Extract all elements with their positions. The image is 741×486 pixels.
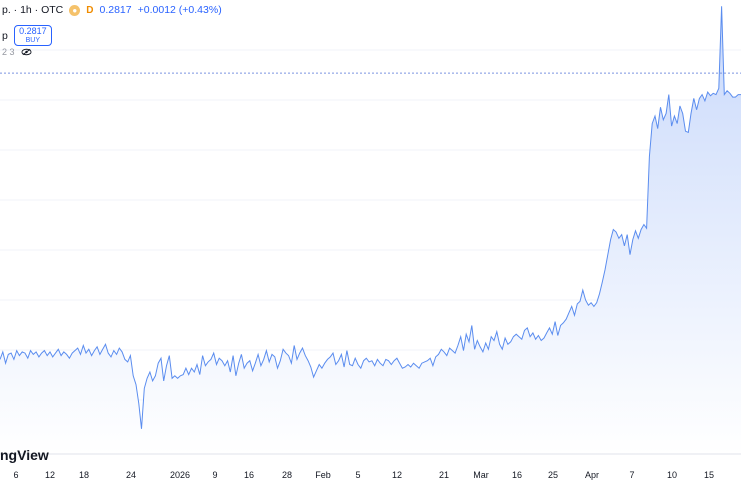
x-tick-label: Feb: [315, 470, 331, 480]
indicator-row: 2 3: [2, 47, 32, 57]
symbol-header: p. · 1h · OTC ● D 0.2817 +0.0012 (+0.43%…: [2, 4, 222, 16]
x-tick-label: 21: [439, 470, 449, 480]
x-tick-label: 12: [45, 470, 55, 480]
price-area-fill: [0, 6, 741, 455]
tradingview-watermark[interactable]: ngView: [0, 447, 49, 463]
x-tick-label: 5: [355, 470, 360, 480]
coin-icon: ●: [69, 4, 81, 16]
price-change: +0.0012 (+0.43%): [137, 4, 222, 16]
x-tick-label: 10: [667, 470, 677, 480]
x-tick-label: 2026: [170, 470, 190, 480]
delayed-badge[interactable]: D: [86, 4, 94, 16]
buy-price: 0.2817: [19, 26, 47, 36]
trade-row: p 0.2817 BUY: [2, 25, 52, 46]
symbol-info[interactable]: p. · 1h · OTC: [2, 4, 64, 16]
x-tick-label: 16: [244, 470, 254, 480]
price-line: [0, 6, 741, 429]
indicator-value: 2 3: [2, 47, 15, 57]
x-tick-label: 7: [629, 470, 634, 480]
x-tick-label: Mar: [473, 470, 489, 480]
x-tick-label: 6: [13, 470, 18, 480]
buy-button[interactable]: 0.2817 BUY: [13, 25, 52, 46]
buy-label: BUY: [25, 37, 41, 44]
x-tick-label: 28: [282, 470, 292, 480]
x-tick-label: 9: [212, 470, 217, 480]
x-tick-label: Apr: [585, 470, 599, 480]
eye-icon[interactable]: [20, 48, 32, 56]
x-tick-label: 16: [512, 470, 522, 480]
x-tick-label: 18: [79, 470, 89, 480]
x-tick-label: 24: [126, 470, 136, 480]
x-tick-label: 12: [392, 470, 402, 480]
x-axis-ticks: 6 12 18 24 2026 9 16 28 Feb 5 12 21 Mar 16 25 Apr 7 10 15: [13, 470, 714, 480]
last-price: 0.2817: [99, 4, 132, 16]
x-tick-label: 15: [704, 470, 714, 480]
symbol-fragment-2: p: [2, 29, 8, 42]
x-tick-label: 25: [548, 470, 558, 480]
